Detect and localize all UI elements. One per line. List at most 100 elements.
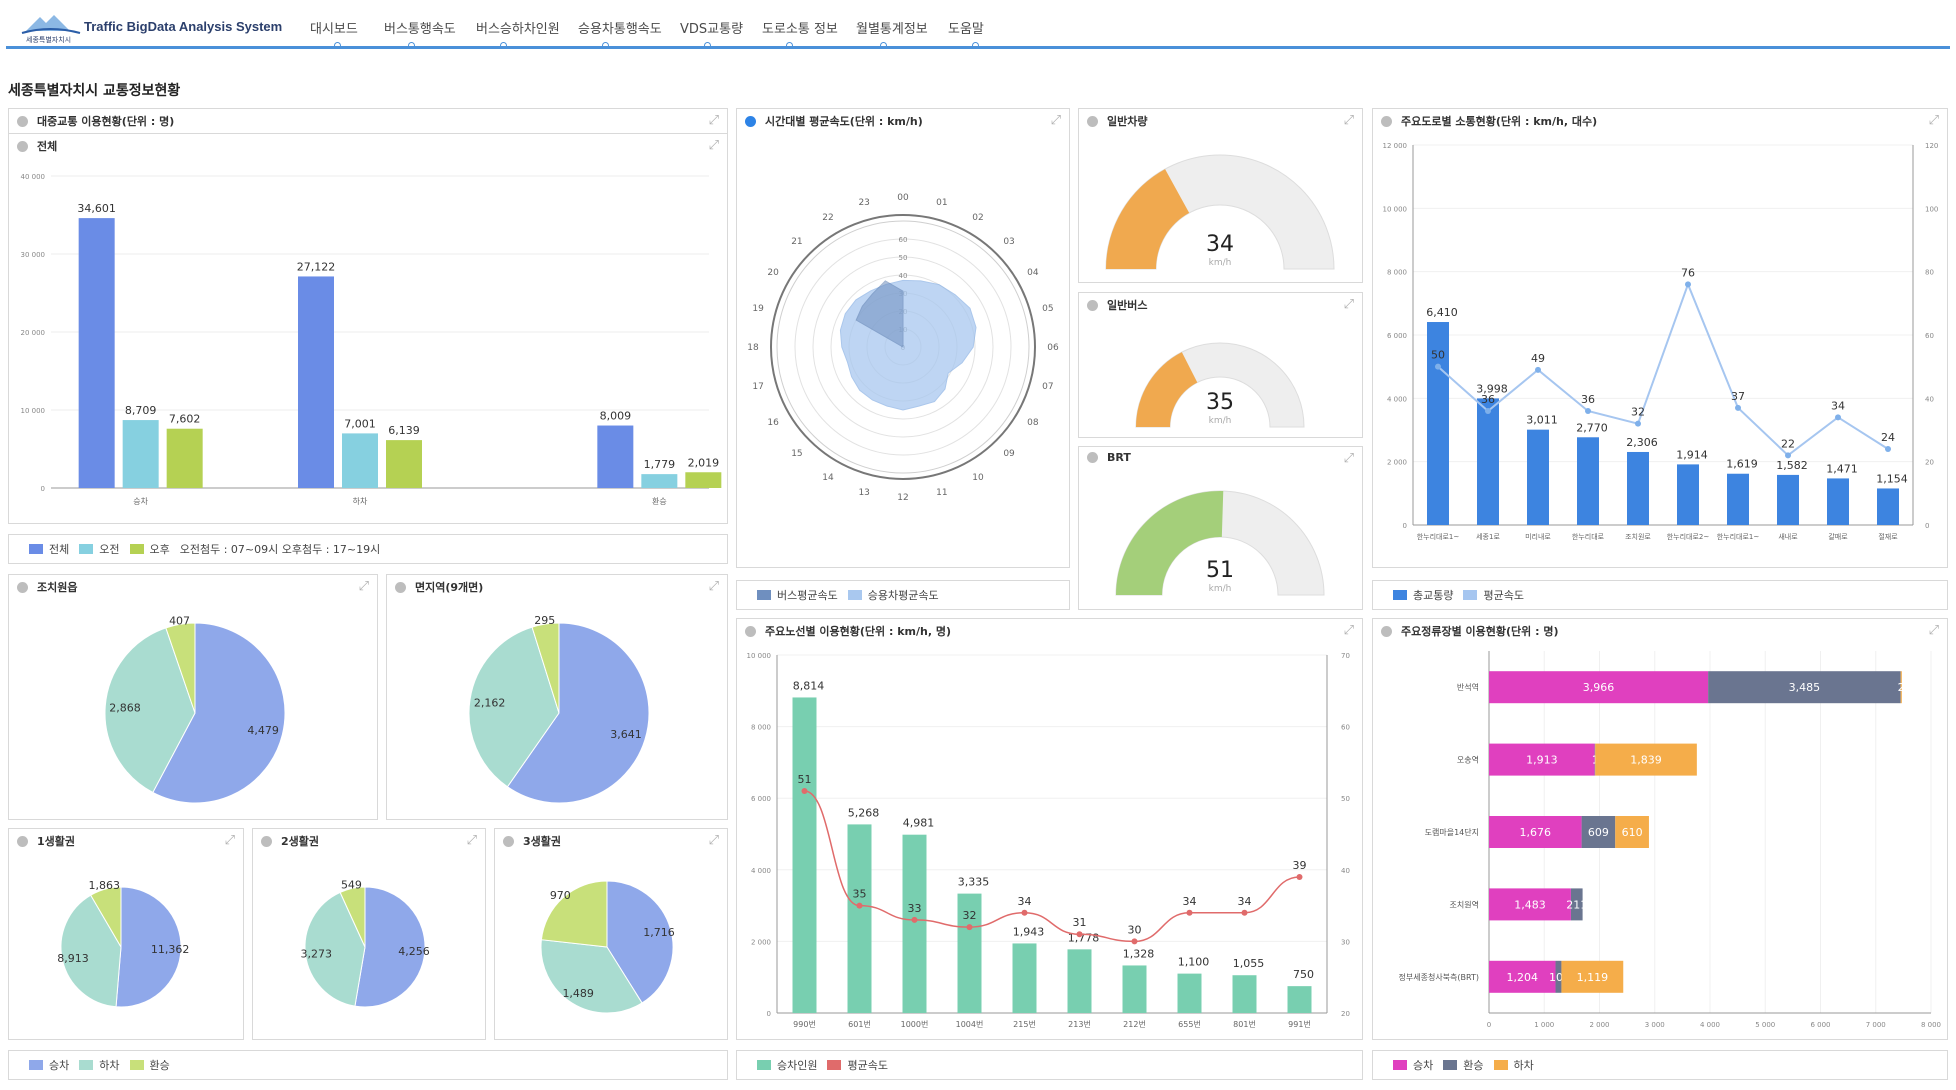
status-dot-icon: [1087, 299, 1098, 311]
panel-title: 1생활권: [17, 833, 75, 849]
nav-item-2[interactable]: 버스승하차인원: [476, 22, 560, 37]
radial-tick-label: 50: [899, 254, 908, 262]
nav-item-7[interactable]: 도움말: [948, 22, 984, 37]
panel-title: 3생활권: [503, 833, 561, 849]
logo-text: 세종특별자치시: [26, 35, 71, 43]
panel-title: 주요노선별 이용현황(단위 : km/h, 명): [745, 623, 951, 639]
hour-label: 22: [822, 213, 833, 223]
page-title: 세종특별자치시 교통정보현황: [8, 83, 181, 99]
route-usage-panel: 주요노선별 이용현황(단위 : km/h, 명) ⤢ 0 2 000 4 000 6 …: [736, 618, 1363, 1040]
pie-value-label: 2,162: [474, 696, 506, 709]
hour-label: 16: [767, 418, 779, 428]
legend-item-car-speed[interactable]: 승용차평균속도: [847, 587, 939, 603]
stacked-bar-환승: [1581, 816, 1616, 848]
expand-icon[interactable]: ⤢: [708, 833, 719, 848]
pie-slice-환승: [165, 622, 196, 714]
legend-item-boarding[interactable]: 승차인원: [757, 1057, 817, 1073]
expand-icon[interactable]: ⤢: [224, 833, 235, 848]
expand-icon[interactable]: ⤢: [1928, 623, 1939, 638]
expand-icon[interactable]: ⤢: [708, 138, 719, 153]
boarding-bar: [1177, 973, 1202, 1013]
stacked-bar-환승: [1555, 960, 1562, 993]
expand-icon[interactable]: ⤢: [708, 113, 719, 128]
status-dot-icon: [17, 115, 28, 127]
y-category-label: 반석역: [1457, 682, 1479, 692]
status-dot-icon: [261, 835, 272, 847]
y2-tick-label: 30: [1341, 938, 1350, 946]
hour-label: 04: [1027, 268, 1039, 278]
volume-label: 1,582: [1776, 459, 1808, 472]
bar-오후: [685, 472, 722, 488]
nav-item-6[interactable]: 월별통계정보: [856, 22, 928, 37]
legend-item-total[interactable]: 전체: [29, 541, 69, 557]
route-speed-label: 34: [1183, 895, 1197, 908]
boarding-label: 3,335: [958, 876, 990, 889]
stacked-bar-label: 211: [1566, 898, 1587, 911]
avg-speed-label: 36: [1481, 393, 1495, 406]
legend-item-stop-transfer[interactable]: 환승: [1443, 1057, 1484, 1073]
brand[interactable]: 세종특별자치시 Traffic BigData Analysis System: [20, 8, 282, 44]
panel-title: 일반차량: [1087, 113, 1147, 129]
nav-item-4[interactable]: VDS교통량: [680, 22, 744, 37]
y-tick-label: 2 000: [751, 938, 771, 946]
y2-tick-label: 50: [1341, 795, 1350, 803]
expand-icon[interactable]: ⤢: [466, 833, 477, 848]
legend-item-volume[interactable]: 총교통량: [1393, 587, 1453, 603]
legend-item-am[interactable]: 오전: [79, 541, 120, 557]
stacked-bar-label: 3,966: [1583, 681, 1615, 694]
y-category-label: 도램마을14단지: [1425, 827, 1479, 837]
volume-label: 6,410: [1426, 306, 1458, 319]
legend-item-stop-board[interactable]: 승차: [1393, 1057, 1433, 1073]
expand-icon[interactable]: ⤢: [1343, 113, 1354, 128]
bar-오전: [641, 474, 678, 488]
road-flow-panel: 주요도로별 소통현황(단위 : km/h, 대수) ⤢ 0 2 000 4 000 6…: [1372, 108, 1948, 568]
route-speed-point: [801, 788, 808, 795]
hourly-speed-panel: 시간대별 평균속도(단위 : km/h) ⤢ 01020304050600001…: [736, 108, 1070, 568]
expand-icon[interactable]: ⤢: [358, 579, 369, 594]
avg-speed-point: [1835, 414, 1841, 421]
avg-speed-point: [1885, 446, 1891, 452]
general-vehicle-gauge-panel: 일반차량 ⤢ 34 km/h: [1078, 108, 1363, 283]
expand-icon[interactable]: ⤢: [1050, 113, 1061, 128]
legend-item-stop-alight[interactable]: 하차: [1493, 1057, 1534, 1073]
legend-item-route-speed[interactable]: 평균속도: [827, 1057, 888, 1073]
boarding-label: 1,328: [1123, 947, 1155, 960]
y2-tick-label: 70: [1341, 652, 1350, 660]
avg-speed-point: [1485, 408, 1491, 414]
avg-speed-point: [1785, 452, 1791, 459]
y-tick-label: 10 000: [21, 407, 46, 415]
jochiwon-pie-chart: 4,479 2,868 407: [104, 614, 286, 804]
nav-item-3[interactable]: 승용차통행속도: [578, 22, 662, 37]
pie-slice-환승: [90, 886, 122, 949]
panel-title: 면지역(9개면): [395, 579, 483, 595]
expand-icon[interactable]: ⤢: [1343, 297, 1354, 312]
status-dot-icon: [1087, 115, 1098, 127]
legend-item-board[interactable]: 승차: [29, 1057, 69, 1073]
stacked-bar-환승: [1570, 888, 1583, 921]
expand-icon[interactable]: ⤢: [708, 579, 719, 594]
expand-icon[interactable]: ⤢: [1343, 451, 1354, 466]
y2-tick-label: 20: [1925, 459, 1934, 467]
status-dot-icon: [1381, 115, 1392, 127]
x-tick-label: 승차: [133, 497, 148, 506]
nav-item-1[interactable]: 버스통행속도: [384, 22, 456, 37]
route-speed-point: [966, 924, 973, 931]
legend-item-pm[interactable]: 오후: [129, 541, 170, 557]
expand-icon[interactable]: ⤢: [1928, 113, 1939, 128]
jochiwon-panel: 조치원읍 ⤢ 4,479 2,868 407: [8, 574, 378, 820]
bar-전체: [298, 276, 334, 488]
legend-item-bus-speed[interactable]: 버스평균속도: [757, 587, 838, 603]
stacked-bar-하차: [1900, 671, 1902, 704]
legend-item-avg-speed[interactable]: 평균속도: [1463, 587, 1524, 603]
status-dot-icon: [1381, 625, 1392, 637]
legend-item-alight[interactable]: 하차: [79, 1057, 120, 1073]
zone2-panel: 2생활권 ⤢ 4,256 3,273 549: [252, 828, 486, 1040]
nav-item-5[interactable]: 도로소통 정보: [762, 22, 838, 37]
legend-item-transfer[interactable]: 환승: [129, 1057, 170, 1073]
expand-icon[interactable]: ⤢: [1343, 623, 1354, 638]
x-tick-label: 2 000: [1589, 1021, 1609, 1029]
status-dot-icon: [17, 835, 28, 847]
nav-item-0[interactable]: 대시보드: [310, 22, 358, 37]
stacked-bar-label: 21: [1898, 681, 1912, 694]
